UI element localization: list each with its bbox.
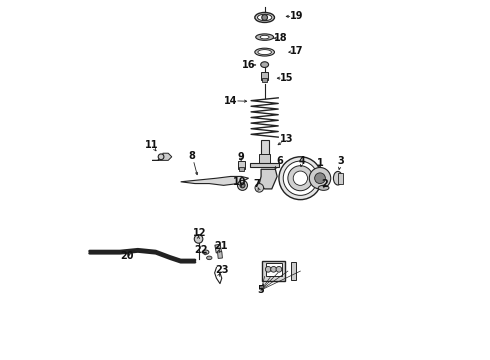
Text: 18: 18 (274, 33, 288, 43)
Text: 19: 19 (290, 12, 303, 21)
Ellipse shape (333, 171, 343, 185)
Polygon shape (215, 244, 221, 253)
Polygon shape (152, 153, 172, 160)
Text: 6: 6 (277, 157, 283, 166)
Text: 4: 4 (299, 157, 306, 166)
Ellipse shape (256, 34, 273, 40)
Circle shape (270, 266, 276, 272)
Ellipse shape (318, 185, 329, 190)
FancyBboxPatch shape (291, 262, 296, 280)
Circle shape (158, 154, 164, 159)
Circle shape (262, 15, 268, 20)
FancyBboxPatch shape (239, 167, 244, 171)
FancyBboxPatch shape (259, 154, 270, 163)
Ellipse shape (258, 14, 272, 21)
Ellipse shape (255, 13, 274, 22)
FancyBboxPatch shape (266, 263, 282, 275)
Circle shape (315, 173, 325, 184)
Polygon shape (250, 163, 279, 167)
Text: 3: 3 (337, 157, 344, 166)
Text: 17: 17 (290, 46, 303, 57)
Text: 13: 13 (280, 134, 294, 144)
Circle shape (255, 184, 264, 192)
FancyBboxPatch shape (238, 161, 245, 170)
Text: 22: 22 (195, 245, 208, 255)
Text: 10: 10 (233, 177, 246, 187)
Circle shape (279, 157, 322, 200)
Circle shape (194, 235, 203, 243)
FancyBboxPatch shape (262, 78, 267, 82)
Text: 11: 11 (145, 140, 158, 150)
FancyBboxPatch shape (262, 72, 268, 80)
Text: 16: 16 (242, 60, 255, 70)
Polygon shape (181, 176, 248, 185)
Text: 12: 12 (193, 228, 206, 238)
Circle shape (266, 266, 271, 272)
Text: 21: 21 (214, 241, 227, 251)
Circle shape (240, 183, 245, 188)
Circle shape (238, 180, 247, 190)
Circle shape (293, 171, 308, 185)
Ellipse shape (207, 256, 212, 260)
Circle shape (309, 167, 331, 189)
Polygon shape (218, 252, 222, 258)
Text: 1: 1 (317, 158, 323, 168)
Text: 2: 2 (321, 179, 328, 189)
Ellipse shape (255, 48, 274, 56)
Ellipse shape (260, 35, 269, 39)
Text: 20: 20 (121, 251, 134, 261)
Text: 9: 9 (237, 152, 244, 162)
Circle shape (288, 166, 313, 191)
Text: 14: 14 (224, 96, 238, 106)
Circle shape (276, 266, 282, 272)
Text: 8: 8 (189, 151, 196, 161)
Polygon shape (338, 173, 343, 184)
Text: 23: 23 (215, 265, 228, 275)
Ellipse shape (258, 50, 271, 55)
Circle shape (283, 161, 318, 195)
Text: 15: 15 (280, 73, 294, 83)
Polygon shape (259, 169, 277, 189)
Ellipse shape (202, 250, 209, 254)
FancyBboxPatch shape (261, 140, 269, 156)
FancyBboxPatch shape (262, 261, 285, 281)
Ellipse shape (261, 62, 269, 67)
Text: 7: 7 (253, 179, 260, 189)
Text: 5: 5 (258, 285, 265, 295)
